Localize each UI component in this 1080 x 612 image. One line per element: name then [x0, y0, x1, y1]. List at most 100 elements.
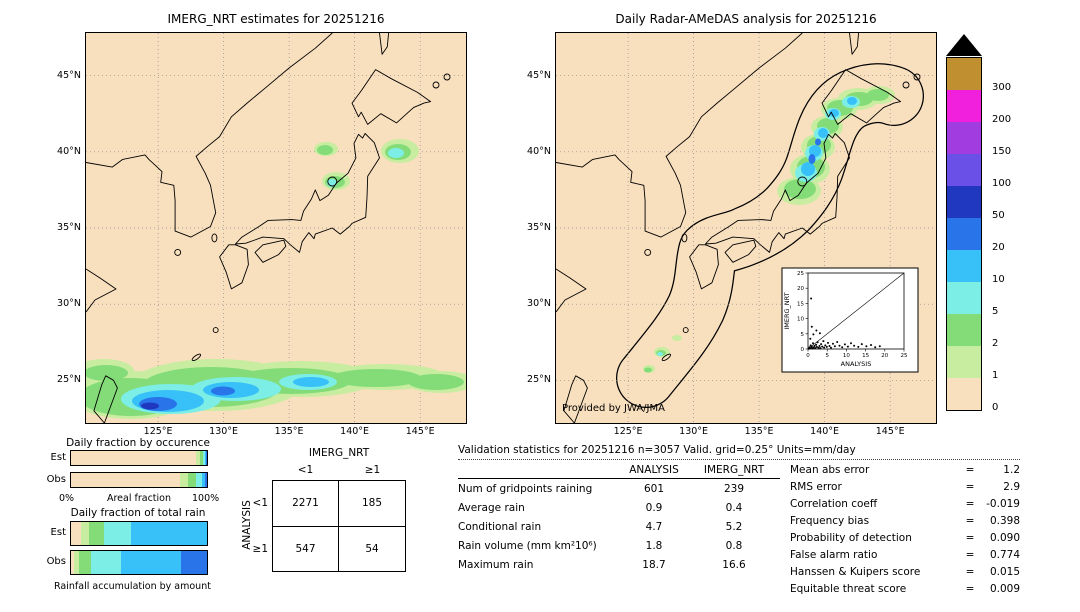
scatter-point: [836, 341, 839, 343]
contingency-cell-10: 547: [273, 526, 339, 571]
bar-segment: [195, 473, 202, 487]
stats-row-average: Average rain 0.9 0.4: [458, 498, 780, 517]
colorbar-block: [947, 186, 981, 218]
stats-value-imerg: 239: [723, 482, 745, 495]
colorbar-tick-label: 300: [992, 82, 1012, 93]
colorbar-cap-triangle: [946, 34, 982, 56]
scatter-point: [853, 344, 856, 347]
scatter-point: [812, 342, 814, 345]
colorbar-block: [947, 314, 981, 346]
inset-y-tick-label: 20: [797, 286, 804, 292]
scatter-point: [865, 345, 868, 348]
scatter-point: [819, 347, 822, 350]
colorbar-block: [947, 250, 981, 282]
inset-y-tick-label: 10: [797, 317, 804, 323]
lon-tick-label: 135°E: [274, 426, 304, 437]
scatter-point: [818, 332, 821, 335]
stats-value-imerg: 0.8: [725, 539, 743, 552]
stats-value-analysis: 0.9: [645, 501, 663, 514]
metric-label: Correlation coeff: [790, 497, 878, 510]
bar-segment: [71, 451, 197, 465]
stats-title: Validation statistics for 20251216 n=305…: [458, 444, 1020, 460]
stats-value-analysis: 4.7: [645, 520, 663, 533]
total-rain-obs-label: Obs: [46, 556, 66, 567]
inset-y-tick-label: 0: [801, 347, 805, 353]
scatter-point: [860, 343, 863, 346]
metric-value: 0.090: [989, 531, 1020, 544]
lat-tick-label: 45°N: [527, 69, 551, 81]
inset-y-tick-label: 5: [801, 332, 805, 338]
stats-row-label: Rain volume (mm km²10⁶): [458, 539, 597, 552]
lat-tick-label: 35°N: [57, 222, 81, 233]
contingency-cell-00: 2271: [273, 481, 339, 527]
metric-far: False alarm ratio = 0.774: [790, 546, 1020, 563]
colorbar-tick-label: 200: [992, 114, 1012, 125]
equals-sign: =: [965, 531, 975, 544]
scatter-point: [833, 345, 836, 348]
occurrence-xlabel: Areal fraction: [106, 493, 171, 504]
lon-tick-label: 140°E: [340, 426, 370, 437]
metric-value: 2.9: [1003, 480, 1020, 493]
radar-rain-layer: [643, 86, 895, 373]
one-to-one-line: [807, 272, 905, 350]
stats-value-imerg: 16.6: [722, 558, 746, 571]
stats-value-imerg: 5.2: [725, 520, 743, 533]
inset-scatter-plot: 00 5 5 10 10 15 15 20 20 25 25 ANALYSIS IMERG_NRT: [781, 267, 919, 373]
lon-tick-label: 135°E: [744, 426, 774, 437]
bar-segment: [71, 551, 74, 574]
scatter-point: [878, 345, 881, 348]
metric-value: -0.019: [986, 497, 1020, 510]
metric-label: False alarm ratio: [790, 548, 878, 561]
inset-y-tick-label: 15: [797, 301, 804, 307]
bar-segment: [206, 451, 207, 465]
inset-points: [807, 297, 881, 350]
equals-sign: =: [965, 582, 975, 595]
metric-value: 0.015: [989, 565, 1020, 578]
inset-x-tick-label: 0: [806, 353, 810, 359]
colorbar-block: [947, 154, 981, 186]
total-rain-est-label: Est: [50, 527, 66, 538]
occurrence-chart-title: Daily fraction by occurence: [66, 437, 210, 449]
colorbar-block: [947, 378, 981, 410]
scatter-point: [838, 344, 841, 347]
scatter-point: [841, 346, 844, 349]
colorbar-block: [947, 122, 981, 154]
lon-tick-label: 145°E: [875, 426, 905, 437]
scatter-point: [815, 343, 818, 346]
bar-segment: [80, 522, 89, 545]
metric-correlation: Correlation coeff = -0.019: [790, 495, 1020, 512]
metric-hanssen-kuipers: Hanssen & Kuipers score = 0.015: [790, 563, 1020, 580]
bar-segment: [71, 473, 181, 487]
stats-col-analysis: ANALYSIS: [629, 463, 679, 476]
scatter-point: [817, 346, 820, 349]
contingency-table: 2271 185 547 54: [272, 480, 406, 572]
bar-segment: [121, 551, 182, 574]
contingency-row-label-ge1: ≥1: [252, 543, 268, 555]
colorbar-tick-label: 50: [992, 210, 1005, 221]
scatter-point: [843, 343, 846, 346]
metric-rms-error: RMS error = 2.9: [790, 478, 1020, 495]
stats-col-imerg: IMERG_NRT: [703, 463, 765, 476]
stats-row-label: Average rain: [458, 501, 525, 514]
imerg-map-title: IMERG_NRT estimates for 20251216: [167, 12, 385, 26]
scatter-point: [821, 345, 824, 348]
lat-tick-label: 35°N: [527, 222, 551, 233]
colorbar-block: [947, 346, 981, 378]
total-rain-bar-est: [70, 521, 208, 546]
occurrence-xmax-label: 100%: [192, 493, 220, 504]
lon-tick-label: 145°E: [405, 426, 435, 437]
colorbar-tick-label: 0: [992, 402, 999, 413]
contingency-cell-01: 185: [339, 481, 405, 527]
lon-tick-label: 130°E: [209, 426, 239, 437]
scatter-point: [816, 341, 819, 344]
data-credit: Provided by JWA/JMA: [562, 403, 665, 414]
inset-ylabel: IMERG_NRT: [783, 292, 791, 329]
occurrence-bar-est: [70, 450, 208, 466]
colorbar-block: [947, 90, 981, 122]
bar-segment: [203, 451, 206, 465]
metric-pod: Probability of detection = 0.090: [790, 529, 1020, 546]
inset-axes: [807, 272, 905, 350]
lat-tick-label: 30°N: [57, 298, 81, 310]
scatter-point: [820, 343, 823, 346]
colorbar-blocks: [946, 57, 982, 411]
